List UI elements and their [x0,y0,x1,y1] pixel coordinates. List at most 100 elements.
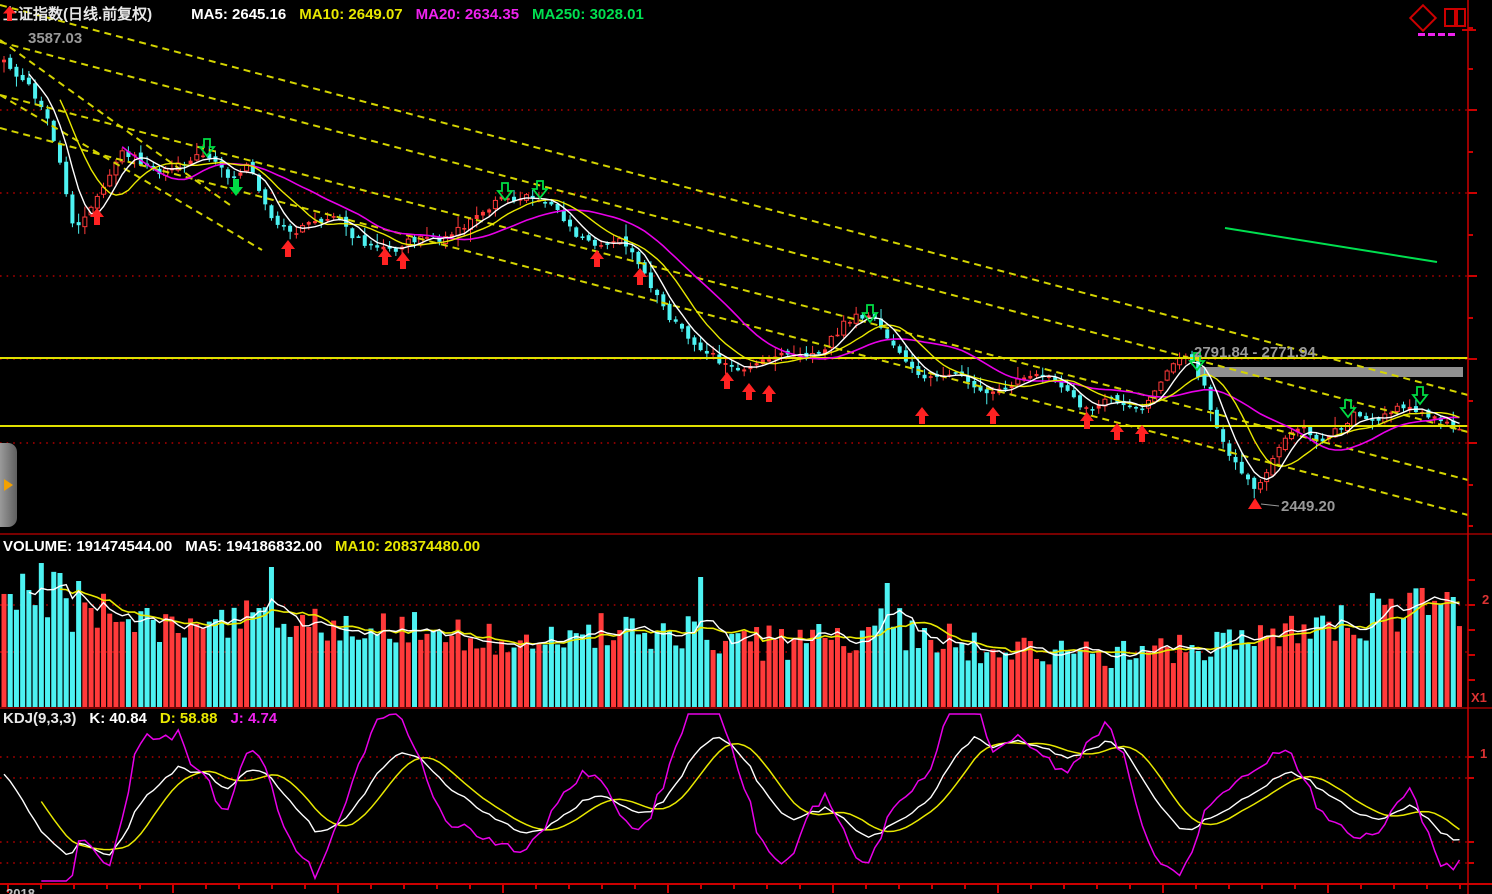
candle-body [735,367,740,371]
candle-body [20,74,25,81]
candle-body [1289,431,1295,440]
candle-body [201,155,206,158]
volume-bar [747,641,753,707]
volume-bar [1214,631,1220,707]
candle-body [1295,428,1300,433]
buy-signal-arrow [1135,425,1149,442]
volume-bar [1002,652,1008,707]
candle-body [138,152,143,165]
volume-bar [1226,629,1232,707]
candle-body [512,196,517,202]
candle-body [990,391,995,394]
candle-body [1221,429,1226,442]
volume-bar [978,663,984,707]
volume-bar [1195,651,1201,707]
candle-body [1009,385,1014,389]
volume-bar [716,653,722,707]
candle-body [480,211,485,216]
volume-bar [1251,646,1257,707]
volume-bar [511,647,517,707]
buy-signal-arrow [396,252,410,269]
magenta-dash-marker [1438,33,1445,36]
zone-bar [1196,367,1463,377]
volume-bar [704,639,710,707]
volume-bar [611,640,617,707]
candle-body [1451,420,1456,430]
sell-signal-arrow [229,179,243,196]
candle-body [617,238,623,245]
candle-body [866,315,871,318]
candle-body [891,340,896,346]
candle-body [1246,474,1250,480]
volume-bar [797,629,803,707]
candle-body [667,303,672,321]
candle-body [356,236,361,238]
volume-bar [1425,614,1431,707]
volume-bar [1276,646,1282,707]
volume-bar [374,634,380,707]
buy-signal-arrow [633,268,647,285]
volume-bar [1419,587,1425,707]
candle-body [126,151,131,157]
candle-body [1040,374,1045,377]
volume-bar [1133,658,1139,707]
volume-bar [754,627,760,707]
candle-body [45,109,50,119]
volume-bar [38,563,44,707]
candle-body [568,219,573,227]
buy-signal-arrow [720,372,734,389]
volume-bar [847,652,853,707]
volume-bar [1456,626,1462,707]
candle-body [847,322,852,324]
volume-bar [803,643,809,707]
candle-body [1096,404,1101,409]
candle-body [1003,387,1008,390]
diamond-icon [1408,3,1438,33]
candle-body [1301,426,1306,429]
candle-body [760,359,765,365]
volume-bar [449,635,455,707]
volume-bar [1201,660,1207,707]
volume-bar [548,626,554,707]
volume-bar [51,571,57,707]
volume-bar [1313,617,1319,707]
volume-bar [57,573,63,707]
volume-bar [654,630,660,707]
volume-bar [1127,659,1133,707]
candle-body [1308,426,1313,436]
volume-bar [306,626,312,707]
volume-bar [760,660,766,707]
candle-body [928,376,933,378]
volume-bar [1145,651,1151,707]
candle-body [443,236,449,245]
volume-bar [1058,640,1064,707]
candle-body [119,150,125,163]
x1-zoom-label[interactable]: X1 [1471,690,1487,705]
volume-bar [1388,598,1394,707]
ma20-line [121,146,1460,451]
sidebar-expand-handle[interactable] [0,443,17,527]
kdj-j-value: J: 4.74 [230,710,278,727]
candle-body [1065,385,1070,391]
volume-bar [362,638,368,707]
volume-bar [157,641,162,707]
volume-bar [113,621,119,707]
candle-body [362,235,367,246]
sell-signal-arrow [1411,386,1429,406]
candle-body [26,77,31,85]
candle-body [33,83,38,99]
volume-bar [648,648,654,707]
candle-body [157,168,162,175]
volume-axis-partial-label: 2 [1482,592,1490,607]
volume-bar [324,640,330,707]
buy-signal-arrow [742,383,756,400]
candle-body [767,359,772,362]
candle-body [1376,418,1381,421]
candle-body [64,161,69,195]
volume-bar [505,652,511,707]
trend-line [0,94,1469,481]
volume-bar [1046,664,1052,707]
volume-bar [144,607,150,707]
volume-bar [1301,624,1307,707]
